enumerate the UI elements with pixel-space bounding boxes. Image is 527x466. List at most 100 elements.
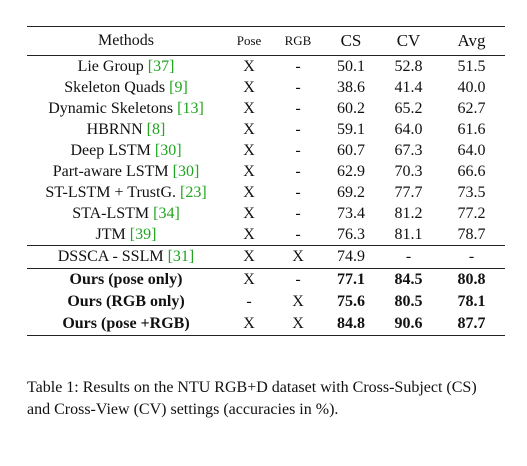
cs-cell: 50.1	[337, 58, 365, 75]
cv-cell: 64.0	[394, 121, 423, 138]
avg-cell: 61.6	[457, 121, 486, 138]
pose-cell: X	[243, 184, 255, 201]
table-header: Methods Pose RGB CS CV Avg	[27, 26, 505, 56]
cv-cell: 80.5	[394, 293, 423, 310]
method-name: Deep LSTM [30]	[27, 140, 225, 161]
citation-link[interactable]: [8]	[146, 121, 166, 138]
avg-cell: 66.6	[457, 163, 486, 180]
method-label: STA-LSTM	[72, 205, 154, 222]
cv-cell: 90.6	[379, 313, 438, 336]
header-cs: CS	[323, 26, 379, 56]
method-label: ST-LSTM + TrustG.	[45, 184, 181, 201]
cs-cell: 73.4	[337, 205, 365, 222]
cv-cell: 52.8	[394, 58, 423, 75]
rgb-cell: -	[295, 121, 301, 138]
citation-link[interactable]: [31]	[167, 248, 195, 265]
rgb-cell: -	[295, 226, 301, 243]
avg-cell: 51.5	[457, 58, 486, 75]
cv-cell: 41.4	[394, 79, 423, 96]
method-name: Ours (pose +RGB)	[27, 313, 225, 336]
method-label: Skeleton Quads	[64, 79, 170, 96]
cv-cell: -	[379, 245, 438, 269]
citation-link[interactable]: [34]	[153, 205, 180, 222]
cs-cell: 38.6	[337, 79, 365, 96]
method-label: JTM	[95, 226, 130, 243]
citation-link[interactable]: [30]	[154, 142, 182, 159]
table-row: Skeleton Quads [9] X - 38.6 41.4 40.0	[27, 77, 505, 98]
avg-cell: 77.2	[457, 205, 486, 222]
cv-cell: 77.7	[394, 184, 423, 201]
pose-cell: X	[225, 245, 273, 269]
header-avg: Avg	[438, 26, 505, 56]
cv-cell: 67.3	[394, 142, 423, 159]
rgb-cell: X	[273, 245, 323, 269]
pose-cell: -	[246, 293, 252, 310]
results-table: Methods Pose RGB CS CV Avg Lie Group [37…	[27, 26, 505, 336]
method-name: Ours (pose only)	[27, 268, 225, 291]
table-row: Lie Group [37] X - 50.1 52.8 51.5	[27, 56, 505, 78]
cs-cell: 76.3	[337, 226, 365, 243]
cv-cell: 81.2	[394, 205, 423, 222]
table-row: Ours (pose only) X - 77.1 84.5 80.8	[27, 268, 505, 291]
rgb-cell: -	[295, 100, 301, 117]
cs-cell: 62.9	[337, 163, 365, 180]
header-rgb: RGB	[273, 26, 323, 56]
method-label: DSSCA - SSLM	[57, 248, 168, 265]
avg-cell: 62.7	[457, 100, 486, 117]
cs-cell: 60.2	[337, 100, 365, 117]
table-row: ST-LSTM + TrustG. [23] X - 69.2 77.7 73.…	[27, 182, 505, 203]
method-label: Deep LSTM	[70, 142, 155, 159]
avg-cell: 78.7	[457, 226, 486, 243]
rgb-cell: -	[295, 79, 301, 96]
citation-link[interactable]: [9]	[169, 79, 188, 96]
baseline-methods: Lie Group [37] X - 50.1 52.8 51.5 Skelet…	[27, 56, 505, 246]
table-row: HBRNN [8] X - 59.1 64.0 61.6	[27, 119, 505, 140]
cs-cell: 77.1	[323, 268, 379, 291]
table-caption: Table 1: Results on the NTU RGB+D datase…	[27, 379, 477, 418]
header-cv: CV	[379, 26, 438, 56]
table-row: JTM [39] X - 76.3 81.1 78.7	[27, 224, 505, 246]
method-name: ST-LSTM + TrustG. [23]	[27, 182, 225, 203]
citation-link[interactable]: [23]	[180, 184, 207, 201]
cv-cell: 70.3	[394, 163, 423, 180]
method-name: HBRNN [8]	[27, 119, 225, 140]
pose-cell: X	[243, 58, 255, 75]
citation-link[interactable]: [39]	[129, 226, 157, 243]
rgb-cell: -	[295, 58, 301, 75]
cv-cell: 84.5	[379, 268, 438, 291]
pose-cell: X	[243, 163, 255, 180]
avg-cell: 80.8	[438, 268, 505, 291]
avg-cell: 73.5	[457, 184, 486, 201]
table-row: Deep LSTM [30] X - 60.7 67.3 64.0	[27, 140, 505, 161]
avg-cell: 87.7	[438, 313, 505, 336]
method-label: Dynamic Skeletons	[48, 100, 178, 117]
citation-link[interactable]: [37]	[147, 58, 175, 75]
citation-link[interactable]: [13]	[177, 100, 204, 117]
rgb-cell: -	[295, 184, 301, 201]
rgb-cell: -	[273, 268, 323, 291]
cs-cell: 60.7	[337, 142, 365, 159]
pose-cell: X	[225, 313, 273, 336]
method-label: Part-aware LSTM	[52, 163, 173, 180]
cs-cell: 59.1	[337, 121, 365, 138]
cs-cell: 74.9	[323, 245, 379, 269]
avg-cell: 40.0	[457, 79, 486, 96]
table-row: Ours (pose +RGB) X X 84.8 90.6 87.7	[27, 313, 505, 336]
pose-cell: X	[243, 226, 255, 243]
multimodal-baselines: DSSCA - SSLM [31] X X 74.9 - -	[27, 245, 505, 269]
pose-cell: X	[243, 205, 255, 222]
cs-cell: 84.8	[323, 313, 379, 336]
method-name: STA-LSTM [34]	[27, 203, 225, 224]
table-row: DSSCA - SSLM [31] X X 74.9 - -	[27, 245, 505, 269]
method-name: Dynamic Skeletons [13]	[27, 98, 225, 119]
pose-cell: X	[243, 142, 255, 159]
avg-cell: -	[438, 245, 505, 269]
method-label: HBRNN	[86, 121, 147, 138]
cs-cell: 69.2	[337, 184, 365, 201]
pose-cell: X	[225, 268, 273, 291]
table-row: Ours (RGB only) - X 75.6 80.5 78.1	[27, 291, 505, 313]
cv-cell: 65.2	[394, 100, 423, 117]
method-name: Lie Group [37]	[27, 56, 225, 78]
avg-cell: 78.1	[457, 293, 486, 310]
citation-link[interactable]: [30]	[172, 163, 200, 180]
